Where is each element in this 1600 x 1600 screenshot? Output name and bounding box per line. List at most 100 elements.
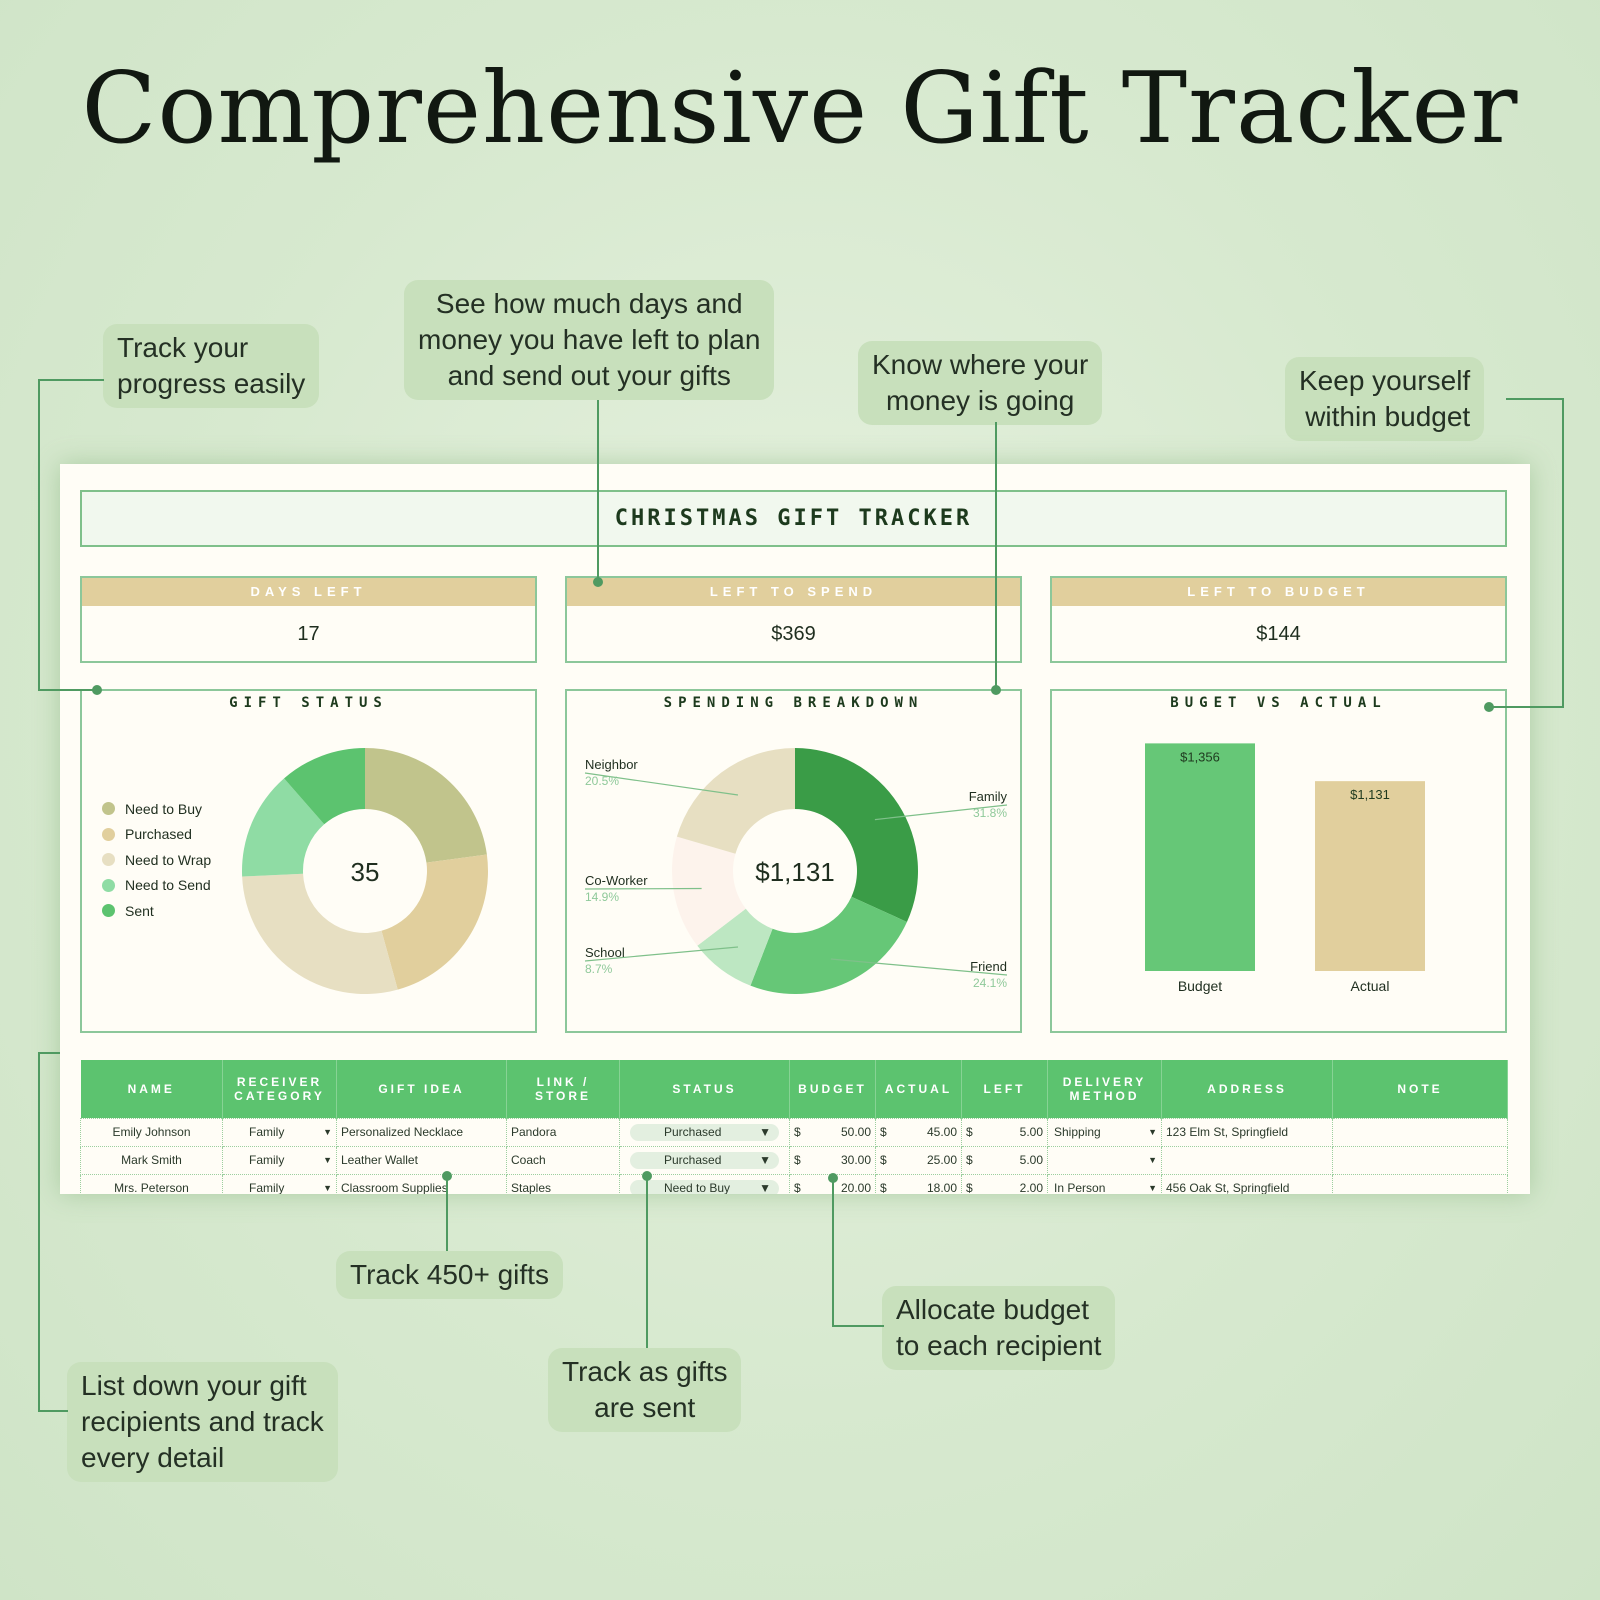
gift-idea-cell[interactable]: Leather Wallet [336, 1145, 507, 1175]
name-cell[interactable]: Emily Johnson [80, 1117, 223, 1147]
column-header[interactable]: ADDRESS [1161, 1060, 1333, 1118]
column-header[interactable]: NOTE [1332, 1060, 1508, 1118]
column-header[interactable]: LEFT [961, 1060, 1048, 1118]
connector-line [646, 1176, 648, 1348]
donut-slice-neighbor[interactable] [676, 748, 795, 854]
donut-slice-need-to-wrap[interactable] [242, 873, 398, 994]
callout-days-money: See how much days and money you have lef… [404, 280, 775, 400]
status-dropdown[interactable]: Need to Buy ▼ [619, 1173, 790, 1194]
dropdown-arrow-icon[interactable]: ▼ [323, 1155, 332, 1165]
actual-value: 25.00 [926, 1153, 957, 1167]
budget-vs-actual-panel: BUGET VS ACTUAL $1,356 Budget $1,131 Actual [1050, 689, 1507, 1033]
note-cell[interactable] [1332, 1117, 1508, 1147]
connector-line [38, 379, 104, 381]
connector-line [38, 1052, 40, 1412]
actual-cell[interactable]: $18.00 [875, 1173, 962, 1194]
legend-label: Purchased [125, 826, 192, 843]
bar-category-label: Actual [1351, 978, 1390, 994]
budget-cell[interactable]: $30.00 [789, 1145, 876, 1175]
category-dropdown[interactable]: Family ▼ [222, 1117, 337, 1147]
note-cell[interactable] [1332, 1145, 1508, 1175]
label-leader-line [830, 958, 1008, 976]
column-header[interactable]: NAME [80, 1060, 223, 1118]
delivery-dropdown[interactable]: In Person ▼ [1047, 1173, 1162, 1194]
dropdown-arrow-icon[interactable]: ▼ [1148, 1127, 1157, 1137]
dropdown-arrow-icon[interactable]: ▼ [759, 1181, 771, 1194]
bar-category-label: Budget [1178, 978, 1222, 994]
category-dropdown[interactable]: Family ▼ [222, 1173, 337, 1194]
tracker-header: CHRISTMAS GIFT TRACKER [80, 490, 1507, 547]
dropdown-arrow-icon[interactable]: ▼ [759, 1153, 771, 1167]
category-value: Family [249, 1153, 285, 1167]
address-cell[interactable]: 123 Elm St, Springfield [1161, 1117, 1333, 1147]
gift-idea-cell[interactable]: Classroom Supplies [336, 1173, 507, 1194]
dropdown-arrow-icon[interactable]: ▼ [759, 1125, 771, 1139]
note-cell[interactable] [1332, 1173, 1508, 1194]
donut-slice-co-worker[interactable] [672, 836, 746, 946]
spending-donut-chart: Family 31.8% Friend 24.1% School 8.7% Co-Worke… [584, 748, 1008, 994]
category-dropdown[interactable]: Family ▼ [222, 1145, 337, 1175]
donut-slice-need-to-send[interactable] [242, 778, 325, 877]
actual-cell[interactable]: $45.00 [875, 1117, 962, 1147]
left-cell: $5.00 [961, 1145, 1048, 1175]
chart-title: GIFT STATUS [229, 695, 388, 711]
dropdown-arrow-icon[interactable]: ▼ [1148, 1155, 1157, 1165]
donut-slice-need-to-buy[interactable] [365, 748, 487, 863]
connector-line [597, 400, 599, 582]
store-cell[interactable]: Pandora [506, 1117, 620, 1147]
dropdown-arrow-icon[interactable]: ▼ [323, 1183, 332, 1193]
delivery-dropdown[interactable]: Shipping ▼ [1047, 1117, 1162, 1147]
address-cell[interactable]: 456 Oak St, Springfield [1161, 1173, 1333, 1194]
column-header[interactable]: ACTUAL [875, 1060, 962, 1118]
bar-data-label: $1,131 [1350, 787, 1390, 802]
status-dropdown[interactable]: Purchased ▼ [619, 1145, 790, 1175]
label-leader-line [584, 772, 739, 796]
currency-symbol: $ [880, 1181, 887, 1194]
slice-percent-label: 31.8% [973, 806, 1007, 820]
kpi-left-to-spend: LEFT TO SPEND $369 [565, 576, 1022, 663]
dropdown-arrow-icon[interactable]: ▼ [323, 1127, 332, 1137]
slice-category-label: Friend [970, 959, 1007, 974]
donut-slice-sent[interactable] [284, 748, 365, 825]
status-dropdown[interactable]: Purchased ▼ [619, 1117, 790, 1147]
name-cell[interactable]: Mrs. Peterson [80, 1173, 223, 1194]
address-cell[interactable] [1161, 1145, 1333, 1175]
connector-line [1562, 398, 1564, 706]
column-header[interactable]: LINK / STORE [506, 1060, 620, 1118]
slice-percent-label: 24.1% [973, 976, 1007, 990]
slice-percent-label: 20.5% [585, 774, 619, 788]
column-header[interactable]: DELIVERY METHOD [1047, 1060, 1162, 1118]
donut-slice-purchased[interactable] [381, 854, 488, 990]
donut-center-label: $1,131 [755, 857, 835, 887]
slice-category-label: School [585, 945, 625, 960]
page-title: Comprehensive Gift Tracker [81, 52, 1519, 166]
callout-progress: Track your progress easily [103, 324, 320, 408]
column-header[interactable]: STATUS [619, 1060, 790, 1118]
column-header[interactable]: BUDGET [789, 1060, 876, 1118]
legend-item: Need to Wrap [102, 847, 211, 873]
store-cell[interactable]: Coach [506, 1145, 620, 1175]
column-header[interactable]: GIFT IDEA [336, 1060, 507, 1118]
connector-dot [442, 1171, 452, 1181]
actual-value: 18.00 [926, 1181, 957, 1194]
actual-cell[interactable]: $25.00 [875, 1145, 962, 1175]
gift-status-legend: Need to Buy Purchased Need to Wrap Need … [102, 796, 211, 924]
column-header[interactable]: RECEIVER CATEGORY [222, 1060, 337, 1118]
gift-idea-cell[interactable]: Personalized Necklace [336, 1117, 507, 1147]
store-cell[interactable]: Staples [506, 1173, 620, 1194]
budget-cell[interactable]: $50.00 [789, 1117, 876, 1147]
slice-category-label: Co-Worker [585, 873, 648, 888]
delivery-value: In Person [1054, 1181, 1106, 1194]
connector-dot [642, 1171, 652, 1181]
donut-slice-family[interactable] [795, 748, 918, 922]
bar-data-label: $1,356 [1180, 749, 1220, 764]
connector-dot [1484, 702, 1494, 712]
bar-actual[interactable] [1315, 781, 1425, 971]
name-cell[interactable]: Mark Smith [80, 1145, 223, 1175]
currency-symbol: $ [966, 1181, 973, 1194]
donut-slice-friend[interactable] [750, 896, 907, 994]
bar-budget[interactable] [1145, 743, 1255, 971]
delivery-dropdown[interactable]: ▼ [1047, 1145, 1162, 1175]
currency-symbol: $ [794, 1153, 801, 1167]
dropdown-arrow-icon[interactable]: ▼ [1148, 1183, 1157, 1193]
